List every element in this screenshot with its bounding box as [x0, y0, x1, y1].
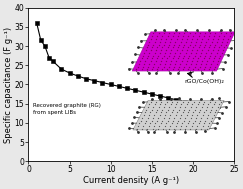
- X-axis label: Current density (A g⁻¹): Current density (A g⁻¹): [83, 176, 179, 185]
- Text: rGO/Co(OH)₂: rGO/Co(OH)₂: [185, 79, 225, 84]
- Polygon shape: [133, 100, 224, 130]
- Polygon shape: [132, 32, 235, 71]
- Y-axis label: Specific capacitance (F g⁻¹): Specific capacitance (F g⁻¹): [4, 26, 13, 143]
- Text: Recovered graphite (RG)
from spent LIBs: Recovered graphite (RG) from spent LIBs: [33, 103, 100, 115]
